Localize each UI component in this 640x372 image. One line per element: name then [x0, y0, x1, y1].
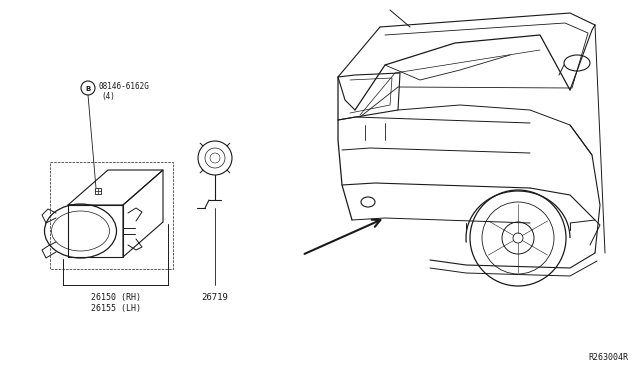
Text: (4): (4)	[101, 92, 115, 100]
Text: B: B	[85, 86, 91, 92]
Text: 26155 (LH): 26155 (LH)	[90, 304, 141, 313]
Bar	[95, 188, 101, 194]
Text: R263004R: R263004R	[588, 353, 628, 362]
Text: 26150 (RH): 26150 (RH)	[90, 293, 141, 302]
Text: 08146-6162G: 08146-6162G	[98, 81, 149, 90]
Text: 26719: 26719	[202, 293, 228, 302]
